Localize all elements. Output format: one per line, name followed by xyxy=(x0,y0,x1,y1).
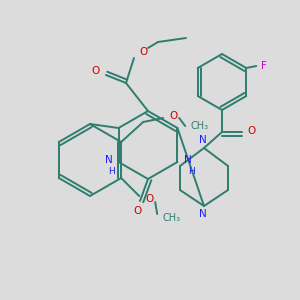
Text: N: N xyxy=(184,155,191,165)
Text: N: N xyxy=(199,135,207,145)
Text: N: N xyxy=(199,209,207,219)
Text: CH₃: CH₃ xyxy=(190,121,208,131)
Text: F: F xyxy=(261,61,267,71)
Text: O: O xyxy=(92,66,100,76)
Text: CH₃: CH₃ xyxy=(162,213,180,223)
Text: N: N xyxy=(105,155,112,165)
Text: H: H xyxy=(188,167,195,176)
Text: O: O xyxy=(169,111,177,121)
Text: O: O xyxy=(145,194,153,204)
Text: O: O xyxy=(134,206,142,216)
Text: H: H xyxy=(108,167,115,176)
Text: O: O xyxy=(248,126,256,136)
Text: O: O xyxy=(139,47,147,57)
